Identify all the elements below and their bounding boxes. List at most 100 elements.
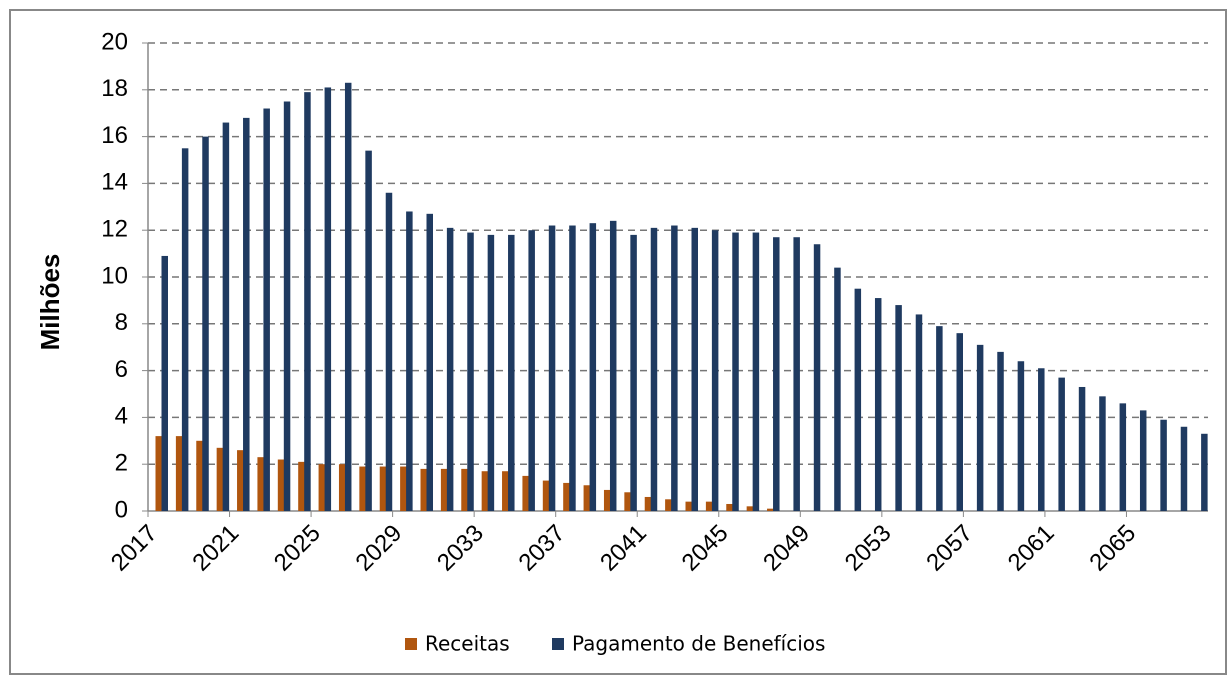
bar [446, 227, 454, 512]
y-tick-label: 0 [115, 496, 128, 523]
bar [644, 496, 652, 511]
bar [1078, 386, 1086, 511]
bar [752, 232, 760, 512]
bar [1038, 368, 1045, 511]
bar [243, 117, 250, 511]
bar [854, 288, 862, 511]
bar [461, 468, 468, 511]
y-tick-label: 18 [101, 75, 128, 102]
bar [522, 475, 529, 511]
y-tick-label: 10 [101, 262, 128, 289]
bar [976, 344, 984, 511]
bar [344, 82, 352, 511]
bar [161, 255, 168, 511]
legend-label: Pagamento de Benefícios [572, 632, 825, 656]
bar [813, 244, 821, 512]
bar [237, 450, 244, 511]
bar [603, 489, 611, 511]
bar [583, 485, 591, 511]
bar [181, 148, 189, 512]
bar [563, 482, 570, 511]
bar [746, 506, 754, 511]
bar [915, 314, 923, 511]
bar [298, 461, 305, 511]
bar [609, 220, 617, 511]
bar [175, 436, 183, 511]
bar [732, 232, 739, 512]
y-tick-label: 8 [115, 309, 128, 336]
bar [277, 459, 285, 511]
bar [487, 234, 495, 511]
bar [379, 466, 387, 511]
bar [767, 508, 774, 511]
bar [420, 468, 427, 511]
bar [874, 298, 882, 511]
bar [834, 267, 841, 511]
bar [1139, 410, 1147, 511]
y-tick-label: 4 [115, 403, 128, 430]
bar [359, 466, 366, 511]
bar [1180, 426, 1188, 511]
bar [711, 230, 719, 511]
bar [196, 440, 203, 511]
chart-frame [9, 9, 1227, 675]
bar [283, 101, 291, 511]
bar [426, 213, 433, 511]
bar [624, 492, 631, 511]
bar [222, 122, 230, 511]
legend-label: Receitas [425, 632, 510, 656]
bar [671, 225, 678, 511]
bar [685, 501, 692, 511]
bar [528, 230, 535, 511]
bar [502, 471, 509, 511]
bar [705, 501, 713, 511]
y-tick-label: 20 [101, 28, 128, 55]
bar [216, 447, 224, 511]
bar [324, 87, 332, 512]
y-tick-label: 14 [101, 169, 128, 196]
bar [304, 92, 311, 511]
bar [650, 227, 658, 512]
bar [936, 326, 943, 511]
bar [257, 457, 264, 511]
bar [440, 468, 448, 511]
bar [400, 466, 407, 511]
bar [467, 232, 474, 512]
y-tick-label: 2 [115, 450, 128, 477]
bar [542, 480, 550, 511]
bar [263, 108, 270, 512]
legend-swatch [405, 638, 417, 650]
bar [997, 351, 1004, 511]
legend-swatch [552, 638, 564, 650]
bar [406, 211, 413, 512]
bar [202, 136, 209, 511]
bar [630, 234, 637, 511]
bar [691, 227, 698, 512]
bar [155, 436, 162, 511]
y-tick-label: 16 [101, 122, 128, 149]
bar [773, 237, 780, 511]
bar [589, 223, 597, 511]
bar [481, 471, 489, 511]
bar [665, 499, 672, 511]
bar [1160, 419, 1167, 511]
bar [793, 237, 800, 511]
bar [548, 225, 556, 511]
y-axis-label: Milhões [35, 254, 65, 351]
bar [365, 150, 372, 511]
bar [318, 464, 326, 511]
bar [1099, 396, 1106, 511]
bar [726, 503, 733, 511]
y-tick-label: 6 [115, 356, 128, 383]
bar [956, 333, 963, 511]
bar [1201, 433, 1208, 511]
bar [1119, 403, 1127, 511]
bar [385, 192, 393, 511]
bar [508, 234, 515, 511]
bar [1058, 377, 1065, 511]
bar [338, 464, 346, 511]
bar [1017, 361, 1025, 511]
y-tick-label: 12 [101, 216, 128, 243]
bar [569, 225, 576, 511]
